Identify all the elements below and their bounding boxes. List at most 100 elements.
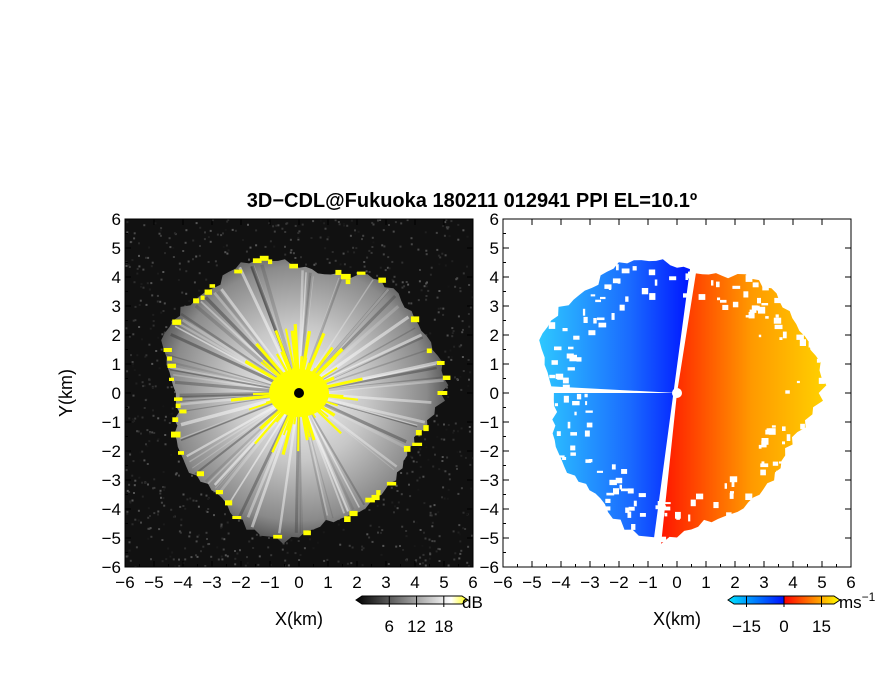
velocity-gap: [639, 513, 646, 517]
velocity-gap: [641, 288, 649, 295]
noise-speck: [319, 236, 322, 239]
noise-speck: [204, 565, 207, 567]
noise-speck: [151, 385, 154, 388]
snr-axis-ticks: [124, 218, 474, 568]
noise-speck: [146, 429, 149, 432]
noise-speck: [309, 538, 311, 541]
noise-speck: [314, 262, 317, 265]
noise-speck: [137, 430, 140, 433]
noise-speck: [231, 228, 234, 231]
noise-speck: [126, 221, 129, 224]
edge-saturation-blob: [234, 269, 243, 274]
noise-speck: [141, 338, 143, 341]
noise-speck: [425, 253, 428, 256]
noise-speck: [459, 552, 462, 555]
noise-speck: [454, 376, 456, 379]
noise-speck: [152, 324, 155, 327]
velocity-gap: [797, 321, 804, 324]
noise-speck: [380, 553, 383, 556]
noise-speck: [442, 486, 445, 489]
center-saturation-streak: [298, 392, 338, 407]
noise-speck: [153, 486, 156, 489]
noise-speck: [188, 300, 191, 303]
noise-speck: [204, 231, 206, 234]
noise-speck: [169, 555, 172, 558]
noise-speck: [177, 279, 180, 281]
noise-speck: [148, 288, 151, 291]
noise-speck: [294, 257, 297, 259]
velocity-gap: [722, 304, 729, 310]
noise-speck: [284, 231, 287, 233]
snr-y-tick-label: −3: [102, 471, 121, 490]
noise-speck: [458, 524, 461, 527]
edge-saturation-blob: [303, 530, 311, 536]
velocity-y-tick-label: 2: [490, 326, 499, 345]
noise-speck: [138, 374, 141, 377]
noise-speck: [361, 548, 364, 551]
noise-speck: [221, 558, 224, 561]
noise-speck: [159, 492, 162, 495]
noise-speck: [424, 564, 427, 567]
velocity-gap: [586, 422, 593, 428]
noise-speck: [195, 554, 197, 557]
noise-speck: [125, 555, 128, 558]
edge-saturation-blob: [442, 375, 451, 380]
noise-speck: [234, 229, 237, 232]
noise-speck: [195, 255, 198, 258]
noise-speck: [146, 445, 149, 448]
noise-speck: [299, 554, 302, 556]
edge-saturation-blob: [365, 497, 375, 503]
noise-speck: [216, 233, 219, 236]
velocity-gap: [627, 511, 632, 518]
snr-y-tick-label: 4: [112, 268, 121, 287]
noise-speck: [394, 505, 396, 508]
noise-speck: [143, 224, 146, 227]
velocity-gap: [696, 493, 704, 500]
velocity-gap: [596, 470, 603, 473]
noise-speck: [425, 295, 428, 297]
noise-speck: [178, 530, 181, 533]
noise-speck: [158, 367, 161, 370]
edge-saturation-blob: [376, 490, 381, 496]
noise-speck: [149, 527, 152, 530]
snr-center-saturation: [230, 324, 363, 455]
noise-speck: [206, 538, 208, 540]
snr-x-tick-label: −1: [260, 573, 279, 592]
noise-speck: [168, 422, 171, 424]
velocity-gap: [765, 429, 770, 435]
noise-speck: [220, 523, 223, 526]
noise-speck: [450, 220, 453, 223]
noise-speck: [440, 438, 443, 441]
snr-colorbar-tick-label: 12: [407, 617, 426, 636]
noise-speck: [166, 386, 169, 389]
noise-speck: [126, 370, 129, 373]
noise-speck: [150, 282, 153, 285]
noise-speck: [324, 247, 327, 250]
velocity-gap: [771, 425, 776, 428]
velocity-gap: [685, 273, 688, 280]
noise-speck: [137, 519, 140, 522]
noise-speck: [144, 355, 147, 358]
velocity-gap: [576, 393, 582, 400]
noise-speck: [446, 334, 449, 337]
noise-speck: [312, 220, 315, 223]
velocity-gap: [808, 342, 815, 348]
center-saturation-streak: [285, 392, 301, 431]
edge-saturation-blob: [174, 397, 183, 401]
noise-speck: [160, 348, 163, 351]
velocity-gap: [605, 498, 611, 503]
noise-speck: [133, 492, 135, 494]
noise-speck: [198, 272, 201, 275]
noise-speck: [444, 221, 447, 224]
velocity-gap: [698, 294, 706, 300]
noise-speck: [365, 270, 368, 273]
velocity-gap: [776, 470, 784, 477]
noise-speck: [154, 222, 157, 225]
velocity-x-tick-label: −5: [522, 573, 541, 592]
noise-speck: [435, 231, 438, 234]
noise-speck: [220, 234, 223, 237]
velocity-gap: [758, 306, 766, 314]
noise-speck: [454, 422, 457, 425]
noise-speck: [361, 238, 363, 241]
edge-saturation-blob: [423, 425, 429, 432]
